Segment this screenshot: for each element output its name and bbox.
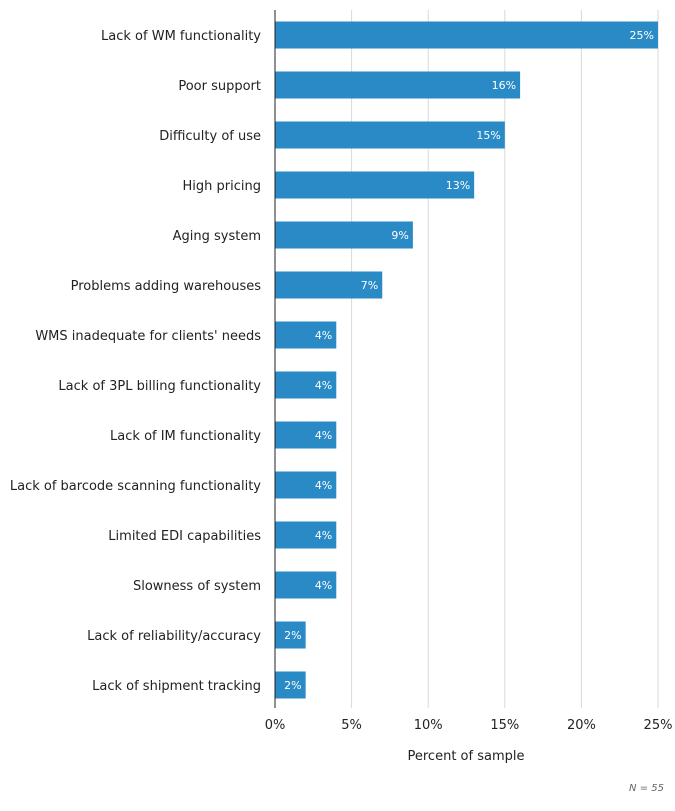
data-label: 7% — [361, 279, 378, 292]
bar — [275, 521, 337, 549]
x-tick-label: 0% — [265, 718, 286, 733]
bar — [275, 671, 306, 699]
category-label: Difficulty of use — [159, 129, 261, 144]
bar — [275, 21, 658, 49]
category-label: High pricing — [183, 179, 261, 194]
category-label: Lack of 3PL billing functionality — [58, 379, 261, 394]
bar — [275, 571, 337, 599]
data-label: 16% — [492, 79, 516, 92]
category-label: Poor support — [178, 79, 261, 94]
bar — [275, 371, 337, 399]
data-label: 4% — [315, 579, 332, 592]
data-label: 2% — [284, 679, 301, 692]
bar — [275, 71, 521, 99]
bar — [275, 171, 475, 199]
category-label: WMS inadequate for clients' needs — [35, 329, 261, 344]
category-label: Slowness of system — [133, 579, 261, 594]
x-tick-label: 5% — [341, 718, 362, 733]
data-label: 4% — [315, 429, 332, 442]
sample-size-note: N = 55 — [629, 783, 664, 794]
data-label: 4% — [315, 529, 332, 542]
category-label: Lack of shipment tracking — [92, 679, 261, 694]
data-label: 13% — [446, 179, 470, 192]
x-tick-label: 25% — [644, 718, 673, 733]
data-label: 2% — [284, 629, 301, 642]
data-label: 25% — [630, 29, 654, 42]
x-axis-label: Percent of sample — [408, 749, 525, 764]
x-tick-label: 20% — [567, 718, 596, 733]
category-label: Limited EDI capabilities — [108, 529, 261, 544]
bar — [275, 471, 337, 499]
bar — [275, 321, 337, 349]
category-label: Aging system — [173, 229, 261, 244]
data-label: 4% — [315, 329, 332, 342]
category-label: Problems adding warehouses — [71, 279, 262, 294]
x-tick-label: 15% — [490, 718, 519, 733]
bar — [275, 121, 505, 149]
bar — [275, 271, 383, 299]
category-label: Lack of IM functionality — [110, 429, 261, 444]
x-tick-label: 10% — [414, 718, 443, 733]
data-label: 9% — [391, 229, 408, 242]
category-label: Lack of reliability/accuracy — [87, 629, 261, 644]
data-label: 15% — [476, 129, 500, 142]
category-label: Lack of WM functionality — [101, 29, 261, 44]
data-label: 4% — [315, 479, 332, 492]
bar — [275, 421, 337, 449]
bar — [275, 221, 413, 249]
category-label: Lack of barcode scanning functionality — [10, 479, 261, 494]
bar — [275, 621, 306, 649]
data-label: 4% — [315, 379, 332, 392]
